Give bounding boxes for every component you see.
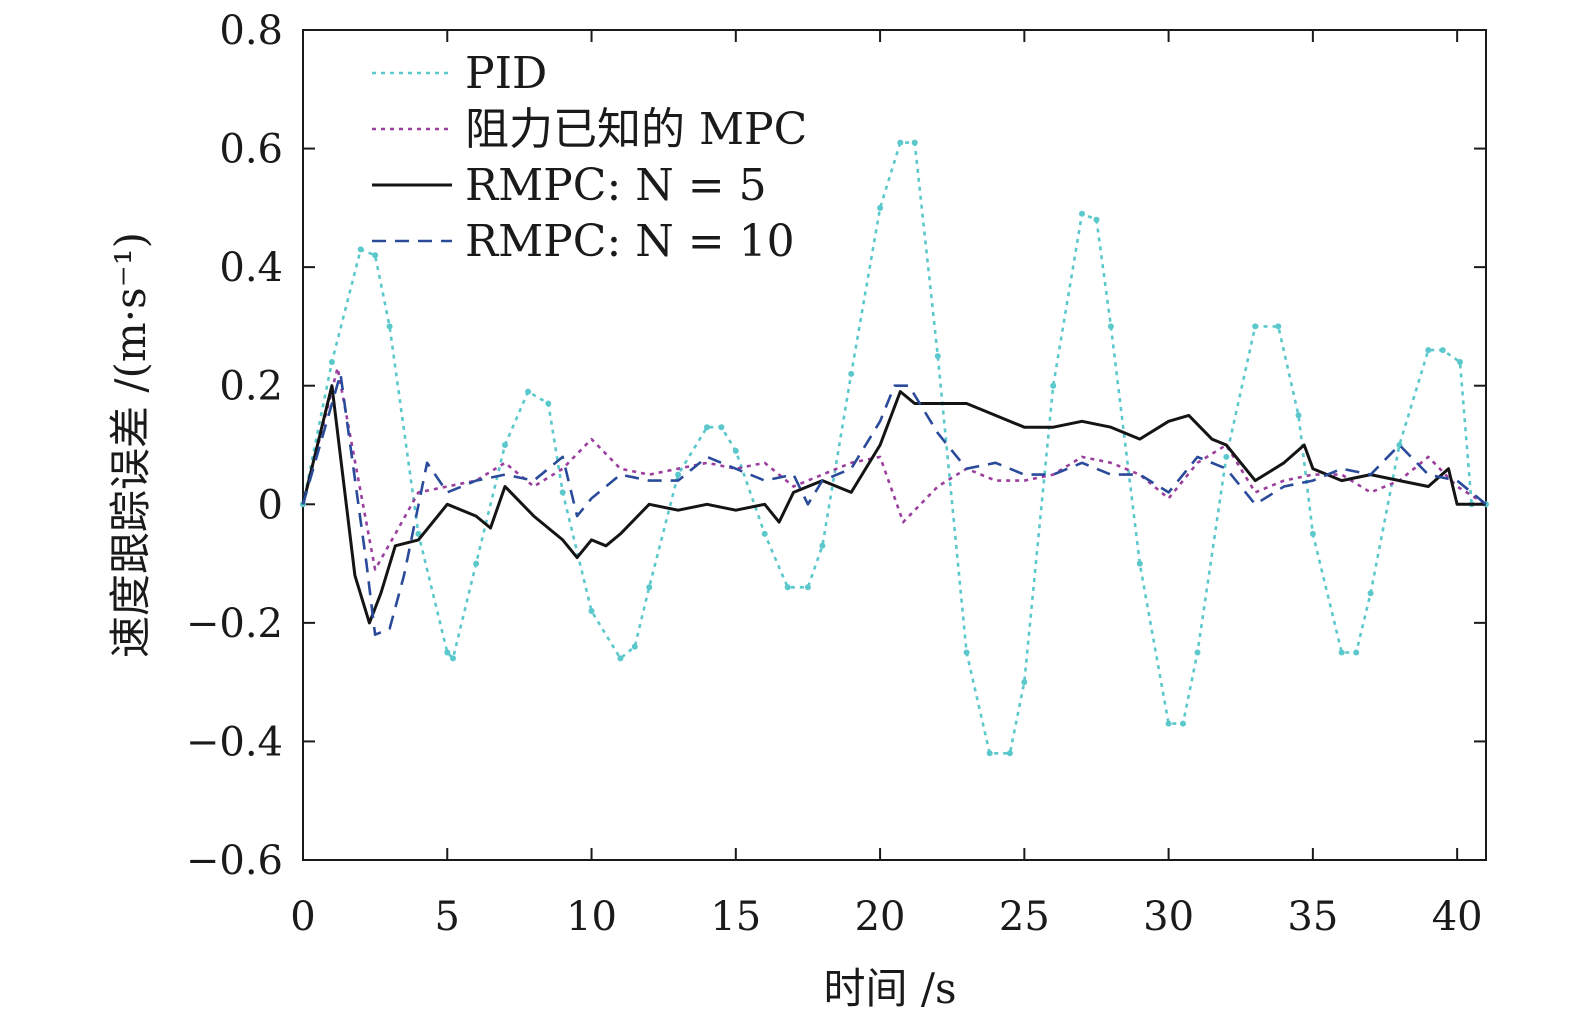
- series-point: [963, 649, 970, 656]
- legend-label: RMPC: N = 10: [465, 216, 795, 267]
- tick-labels: 0 5 10 15 20 25 30 35 40 0.8 0.6 0.4 0.2 0 −0.2 −0.4 −0.…: [186, 8, 1483, 940]
- series-point: [646, 584, 653, 591]
- series-line-2: [301, 366, 1487, 571]
- series-point: [1309, 530, 1316, 537]
- x-tick-label: 30: [1143, 894, 1194, 940]
- series-point: [1353, 649, 1360, 656]
- series-point: [1425, 347, 1432, 354]
- series-point: [444, 649, 451, 656]
- series-point: [848, 370, 855, 377]
- series-point: [877, 204, 884, 211]
- series-point: [1367, 590, 1374, 597]
- series-point: [1194, 649, 1201, 656]
- series-point: [502, 442, 508, 448]
- x-tick-label: 20: [855, 894, 906, 940]
- series-line-4: [301, 372, 1487, 636]
- series-point: [732, 447, 739, 454]
- series-point: [1006, 750, 1013, 757]
- y-tick-label: 0.4: [219, 245, 283, 291]
- series-point: [784, 584, 791, 591]
- series-point: [1180, 720, 1186, 727]
- series-point: [1093, 216, 1100, 223]
- x-axis-label: 时间 /s: [823, 964, 956, 1013]
- series-point: [1165, 720, 1172, 727]
- series-point: [328, 359, 335, 365]
- x-tick-label: 40: [1432, 894, 1483, 940]
- y-tick-label: −0.6: [186, 838, 283, 884]
- y-tick-label: 0.2: [219, 364, 283, 410]
- legend-label: 阻力已知的 MPC: [465, 104, 807, 155]
- series-point: [357, 246, 364, 253]
- series-point: [804, 584, 811, 591]
- x-tick-label: 10: [566, 894, 617, 940]
- series-point: [704, 424, 710, 431]
- series-point: [545, 400, 552, 407]
- series-point: [1457, 359, 1463, 365]
- x-tick-label: 0: [290, 894, 315, 940]
- series-point: [986, 750, 993, 757]
- plot-frame: [302, 29, 1487, 861]
- y-tick-label: −0.4: [186, 719, 283, 765]
- series-point: [1079, 210, 1085, 217]
- y-tick-label: 0: [258, 482, 283, 528]
- x-tick-label: 5: [435, 894, 460, 940]
- series-point: [1136, 560, 1143, 567]
- x-tick-label: 25: [999, 894, 1050, 940]
- series-point: [1338, 649, 1345, 656]
- series-point: [450, 655, 456, 662]
- series-point: [934, 353, 941, 360]
- series-point: [897, 139, 904, 146]
- series-point: [911, 139, 918, 146]
- series-point: [761, 530, 768, 537]
- series-point: [386, 323, 393, 330]
- series-lines: [300, 139, 1489, 757]
- series-point: [819, 542, 826, 549]
- x-tick-label: 35: [1287, 894, 1338, 940]
- series-point: [1275, 323, 1282, 330]
- series-point: [1223, 453, 1230, 460]
- series-point: [1295, 412, 1302, 419]
- series-point: [1050, 382, 1057, 389]
- series-point: [675, 471, 682, 478]
- y-tick-label: −0.2: [186, 601, 283, 647]
- series-point: [372, 252, 379, 259]
- series-point: [617, 655, 624, 662]
- series-point: [415, 530, 422, 537]
- series-point: [718, 424, 725, 431]
- series-line-3: [301, 384, 1486, 625]
- legend-label: PID: [465, 48, 547, 99]
- y-tick-label: 0.8: [219, 8, 283, 54]
- series-point: [1107, 323, 1114, 330]
- series-point: [525, 388, 532, 395]
- y-tick-label: 0.6: [219, 127, 283, 173]
- legend-label: RMPC: N = 5: [465, 160, 767, 211]
- series-point: [588, 608, 595, 614]
- series-point: [1439, 347, 1446, 354]
- series-line-1: [301, 141, 1486, 755]
- series-point: [473, 560, 480, 567]
- series-point: [1252, 323, 1259, 330]
- series-point: [559, 489, 566, 496]
- series-point: [631, 643, 638, 650]
- y-axis-label: 速度跟踪误差 /(m·s⁻¹): [106, 232, 155, 658]
- x-tick-label: 15: [710, 894, 761, 940]
- series-point: [1021, 679, 1028, 686]
